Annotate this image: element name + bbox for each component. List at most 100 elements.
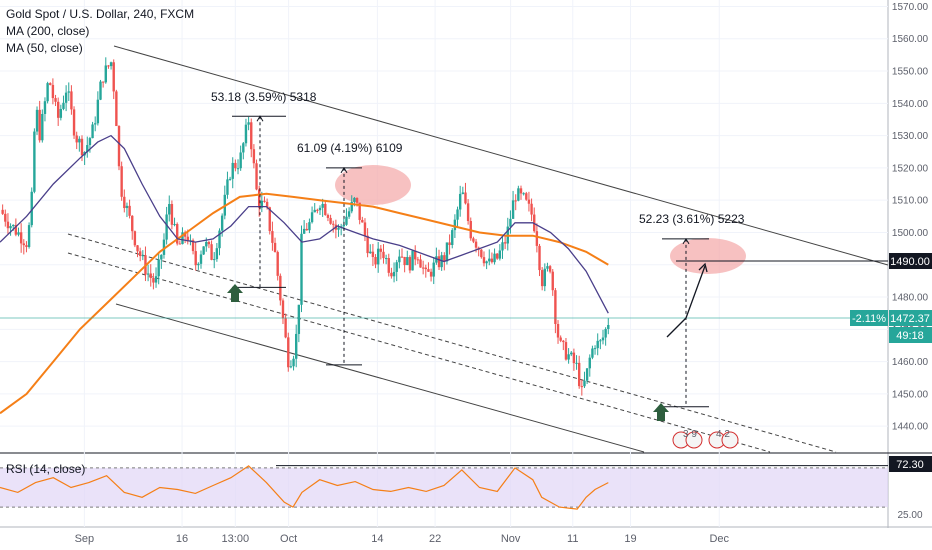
candle-body [247, 122, 250, 125]
event-flag-icon[interactable] [685, 431, 703, 449]
candle-body [287, 337, 290, 368]
svg-text:-2.11%: -2.11% [852, 313, 886, 325]
candle-body [154, 276, 158, 283]
economic-events[interactable]: 3 9 4 2 [672, 429, 739, 449]
candle-body [490, 258, 494, 263]
ma50-line[interactable] [0, 134, 609, 314]
candle-body [591, 348, 594, 358]
rsi-band [0, 467, 888, 508]
projection-arrow-2[interactable] [685, 265, 706, 319]
candle-body [141, 255, 145, 257]
channel-upper-trendline[interactable] [113, 45, 889, 266]
candle-body [56, 101, 60, 118]
candle-body [535, 231, 539, 246]
candle-body [305, 228, 308, 231]
candle-body [49, 83, 52, 85]
candle-body [429, 271, 433, 277]
candle-body [474, 241, 478, 248]
candle-body [86, 145, 89, 153]
candle-body [458, 193, 462, 210]
candle-body [453, 219, 457, 231]
candle-body [138, 251, 142, 257]
candle-body [78, 138, 81, 143]
candle-body [131, 215, 134, 232]
candle-body [485, 261, 488, 264]
candle-body [321, 203, 324, 208]
rsi-line[interactable] [0, 465, 609, 510]
candle-body [604, 328, 607, 338]
candle-body [350, 201, 353, 212]
candle-body [601, 337, 605, 341]
candle-body [482, 257, 486, 264]
price-tick-label: 1500.00 [892, 228, 929, 239]
candle-body [496, 253, 499, 259]
symbol-title[interactable]: Gold Spot / U.S. Dollar, 240, FXCM [6, 7, 195, 21]
chart-legend: Gold Spot / U.S. Dollar, 240, FXCM MA (2… [6, 6, 194, 57]
candle-body [326, 214, 330, 218]
candle-body [593, 348, 597, 350]
candle-body [318, 207, 322, 211]
candle-body [239, 152, 242, 169]
candle-body [17, 232, 20, 235]
candle-body [207, 241, 211, 245]
candle-body [361, 219, 364, 223]
candle-body [250, 122, 253, 150]
rsi-legend[interactable]: RSI (14, close) [6, 462, 86, 476]
svg-text:49:18: 49:18 [896, 330, 924, 342]
candle-body [525, 193, 528, 200]
candle-body [585, 368, 589, 381]
candle-body [395, 262, 398, 272]
candle-body [72, 109, 76, 136]
candle-body [67, 91, 70, 93]
candle-body [43, 101, 47, 114]
candle-body [128, 205, 131, 216]
candle-body [607, 325, 610, 329]
candle-body [432, 262, 435, 277]
candle-body [149, 273, 152, 279]
candle-body [337, 227, 340, 230]
measure-arrow-icon [256, 115, 264, 122]
candle-body [191, 240, 195, 252]
ma50-legend[interactable]: MA (50, close) [6, 41, 83, 55]
resistance-ellipse[interactable] [335, 165, 411, 205]
ma200-legend[interactable]: MA (200, close) [6, 24, 90, 38]
candle-body [559, 337, 562, 341]
candle-body [210, 244, 213, 260]
ma200-line[interactable] [0, 192, 609, 415]
candle-body [205, 241, 208, 247]
candle-body [400, 256, 404, 258]
price-tick-label: 1460.00 [892, 357, 929, 368]
candle-body [382, 251, 385, 259]
candle-body [38, 109, 41, 141]
candle-body [567, 354, 570, 360]
svg-text:1472.37: 1472.37 [890, 313, 930, 325]
candle-body [226, 179, 229, 195]
candle-body [514, 200, 517, 202]
channel-mid-dashed-2[interactable] [67, 252, 771, 453]
candle-body [215, 248, 219, 260]
candle-body [276, 252, 279, 276]
target-level-badge: 1490.00 [889, 253, 932, 269]
candle-body [101, 81, 105, 83]
price-tick-label: 1480.00 [892, 293, 929, 304]
event-flag-icon[interactable] [721, 431, 739, 449]
candle-body [104, 65, 107, 83]
candle-body [120, 166, 123, 197]
candle-body [358, 202, 361, 220]
channel-lower-trendline[interactable] [115, 303, 645, 453]
candle-body [583, 380, 586, 387]
candle-body [411, 250, 414, 271]
candle-body [236, 168, 240, 170]
candle-body [408, 257, 412, 271]
candle-body [252, 149, 256, 164]
candle-body [115, 91, 118, 127]
candle-body [572, 352, 576, 364]
candle-body [355, 197, 359, 203]
candle-body [437, 256, 441, 268]
event-count-2: 4 2 [716, 429, 730, 440]
target-ellipse[interactable] [670, 238, 746, 274]
candle-body [117, 126, 121, 167]
projection-arrow-1[interactable] [666, 317, 687, 338]
candle-body [575, 362, 578, 364]
